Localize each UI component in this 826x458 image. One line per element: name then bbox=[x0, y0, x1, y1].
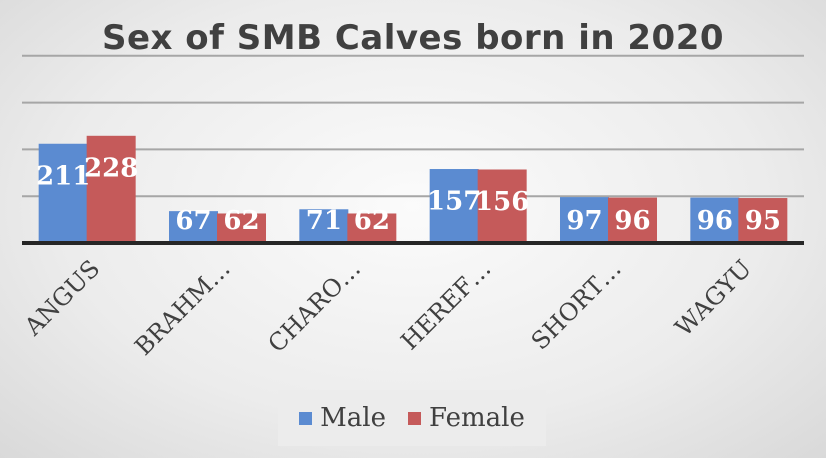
x-tick-labels: ANGUS BRAHM… CHARO… HEREF… SHORT… WAGYU bbox=[18, 254, 757, 360]
bar-female-3 bbox=[477, 169, 527, 244]
bar-female-2 bbox=[347, 213, 397, 244]
data-label-male-0: 211 bbox=[36, 161, 90, 191]
x-tick-label: SHORT… bbox=[526, 254, 627, 355]
bar-male-1 bbox=[169, 211, 218, 244]
x-tick-label: CHARO… bbox=[263, 254, 367, 358]
legend-label-female: Female bbox=[428, 403, 525, 433]
gridlines bbox=[22, 54, 804, 198]
legend-label-male: Male bbox=[320, 403, 386, 433]
chart-title: Sex of SMB Calves born in 2020 bbox=[101, 18, 725, 58]
data-label-female-0: 228 bbox=[84, 153, 138, 183]
data-label-female-3: 156 bbox=[475, 187, 529, 217]
legend-item-male: Male bbox=[299, 403, 386, 433]
bar-male-3 bbox=[429, 169, 479, 244]
data-label-female-4: 96 bbox=[614, 206, 650, 236]
data-label-male-4: 97 bbox=[566, 206, 602, 236]
bar-female-5 bbox=[738, 198, 788, 244]
x-tick-label: ANGUS bbox=[18, 254, 105, 341]
legend-swatch-female bbox=[407, 411, 421, 425]
x-tick-label: HEREF… bbox=[396, 254, 497, 355]
data-label-male-1: 67 bbox=[175, 206, 211, 236]
data-label-male-2: 71 bbox=[306, 206, 342, 236]
bar-male-0 bbox=[38, 143, 88, 244]
data-label-male-3: 157 bbox=[427, 187, 481, 217]
data-label-female-2: 62 bbox=[354, 206, 390, 236]
x-tick-label: WAGYU bbox=[670, 254, 757, 341]
legend-item-female: Female bbox=[407, 403, 525, 433]
bar-female-1 bbox=[217, 213, 266, 244]
legend-swatch-male bbox=[299, 411, 313, 425]
bars bbox=[38, 135, 788, 244]
data-label-male-5: 96 bbox=[697, 206, 733, 236]
x-tick-label: BRAHM… bbox=[129, 254, 235, 360]
data-label-female-5: 95 bbox=[745, 206, 781, 236]
legend: Male Female bbox=[278, 390, 546, 446]
data-label-female-1: 62 bbox=[223, 206, 259, 236]
